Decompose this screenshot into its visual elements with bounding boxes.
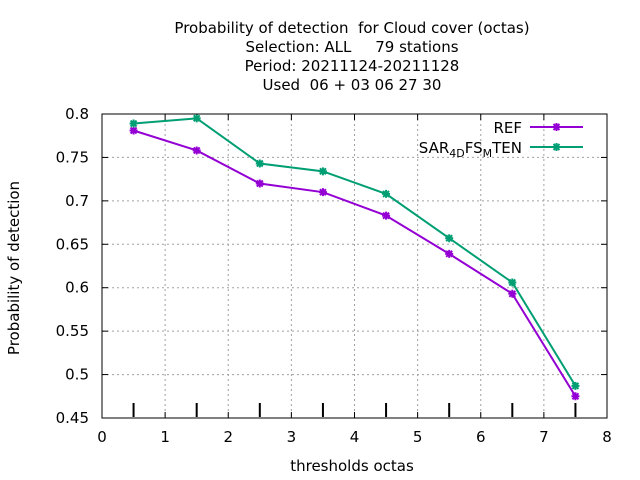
legend-label-sar: SAR4DFSMTEN [418, 139, 522, 160]
x-tick-label: 4 [350, 428, 360, 446]
y-tick-label: 0.5 [65, 366, 89, 384]
data-point-0 [255, 179, 264, 188]
legend-marker-1 [552, 143, 561, 151]
legend [530, 123, 583, 151]
series-group [129, 114, 580, 401]
data-point-1 [129, 119, 138, 128]
data-point-1 [445, 234, 454, 243]
y-tick-label: 0.75 [56, 148, 89, 166]
data-point-1 [508, 278, 517, 287]
data-point-0 [318, 188, 327, 197]
title-line-2: Selection: ALL 79 stations [245, 38, 459, 56]
grid [102, 114, 607, 418]
y-tick-label: 0.7 [65, 192, 89, 210]
y-tick-label: 0.6 [65, 279, 89, 297]
series-line-0 [133, 129, 577, 397]
x-tick-label: 8 [602, 428, 612, 446]
y-tick-label: 0.65 [56, 235, 89, 253]
data-point-0 [445, 249, 454, 258]
series-line-1 [133, 117, 577, 387]
y-tick-label: 0.45 [56, 409, 89, 427]
data-point-1 [382, 189, 391, 198]
data-point-0 [382, 211, 391, 220]
title-line-1: Probability of detection for Cloud cover… [174, 19, 530, 37]
threshold-markers [132, 403, 577, 417]
data-point-1 [255, 159, 264, 168]
title-line-4: Used 06 + 03 06 27 30 [262, 76, 442, 94]
plot-frame [101, 113, 608, 419]
x-tick-label: 3 [287, 428, 297, 446]
data-point-0 [508, 289, 517, 298]
y-tick-label: 0.55 [56, 322, 89, 340]
x-tick-label: 5 [413, 428, 423, 446]
x-axis-label: thresholds octas [290, 457, 414, 475]
y-axis-label: Probability of detection [5, 180, 23, 356]
x-tick-label: 0 [97, 428, 107, 446]
x-tick-label: 2 [223, 428, 233, 446]
x-tick-label: 6 [476, 428, 486, 446]
legend-label-ref: REF [493, 119, 522, 137]
y-tick-label: 0.8 [65, 105, 89, 123]
x-tick-label: 1 [160, 428, 170, 446]
data-point-1 [192, 114, 201, 123]
x-tick-label: 7 [539, 428, 549, 446]
data-point-0 [571, 392, 580, 401]
data-point-0 [192, 146, 201, 155]
data-point-1 [571, 381, 580, 390]
tick-labels: 0 1 2 3 4 5 6 7 8 0.45 0.5 0.55 0.6 0.65 0.7 0.75 0.8 [56, 105, 612, 446]
data-point-0 [129, 126, 138, 135]
title-line-3: Period: 20211124-20211128 [244, 57, 460, 75]
data-point-1 [318, 167, 327, 176]
legend-marker-0 [552, 123, 561, 131]
